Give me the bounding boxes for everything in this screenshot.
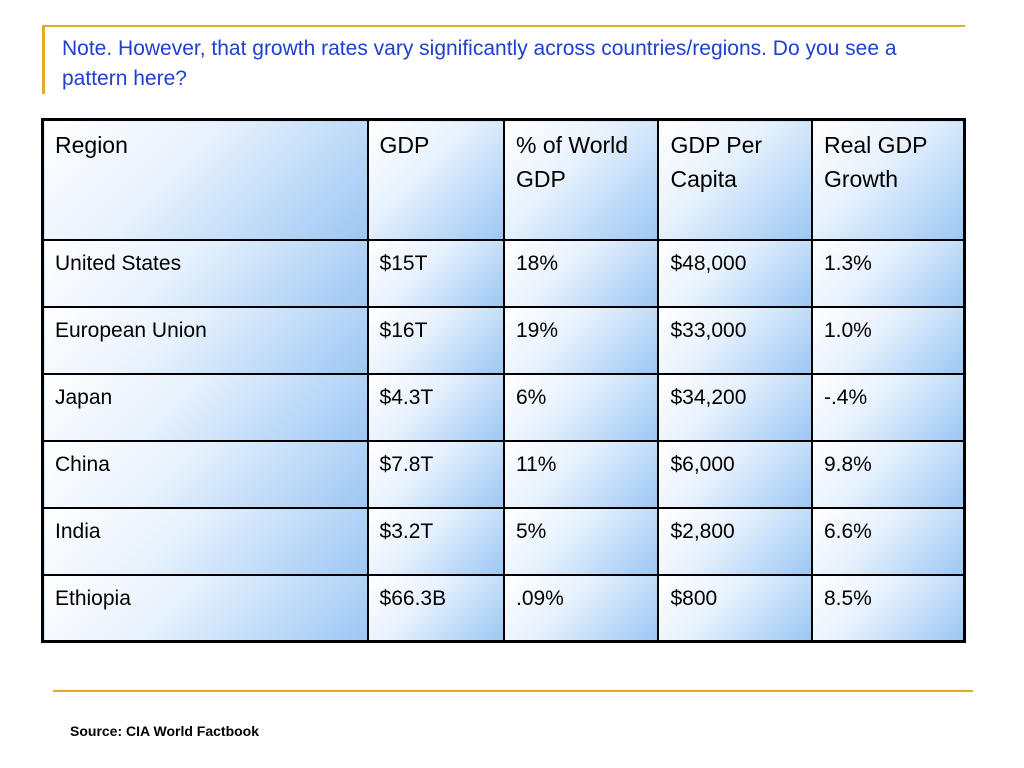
cell-region: European Union — [41, 305, 369, 375]
cell-gdp-per-capita: $6,000 — [657, 439, 813, 509]
cell-gdp: $16T — [366, 305, 505, 375]
cell-real-gdp-growth: 9.8% — [810, 439, 966, 509]
cell-percent-world-gdp: 19% — [502, 305, 660, 375]
header-gdp: GDP — [366, 118, 505, 241]
cell-real-gdp-growth: 6.6% — [810, 506, 966, 576]
header-real-gdp-growth: Real GDP Growth — [810, 118, 966, 241]
header-region: Region — [41, 118, 369, 241]
table-row: Japan $4.3T 6% $34,200 -.4% — [41, 372, 966, 442]
source-citation: Source: CIA World Factbook — [70, 723, 260, 739]
cell-region: India — [41, 506, 369, 576]
table-row: India $3.2T 5% $2,800 6.6% — [41, 506, 966, 576]
header-gdp-per-capita: GDP Per Capita — [657, 118, 813, 241]
cell-percent-world-gdp: 11% — [502, 439, 660, 509]
cell-gdp: $3.2T — [366, 506, 505, 576]
table-header-row: Region GDP % of World GDP GDP Per Capita… — [41, 118, 966, 241]
cell-gdp-per-capita: $33,000 — [657, 305, 813, 375]
cell-region: Japan — [41, 372, 369, 442]
cell-gdp-per-capita: $2,800 — [657, 506, 813, 576]
cell-region: China — [41, 439, 369, 509]
cell-percent-world-gdp: .09% — [502, 573, 660, 643]
accent-rule-top — [42, 25, 965, 27]
cell-real-gdp-growth: 1.3% — [810, 238, 966, 308]
cell-gdp-per-capita: $48,000 — [657, 238, 813, 308]
cell-real-gdp-growth: -.4% — [810, 372, 966, 442]
cell-percent-world-gdp: 5% — [502, 506, 660, 576]
cell-percent-world-gdp: 6% — [502, 372, 660, 442]
cell-gdp-per-capita: $800 — [657, 573, 813, 643]
table-row: United States $15T 18% $48,000 1.3% — [41, 238, 966, 308]
gdp-table: Region GDP % of World GDP GDP Per Capita… — [41, 118, 966, 643]
header-percent-world-gdp: % of World GDP — [502, 118, 660, 241]
cell-percent-world-gdp: 18% — [502, 238, 660, 308]
table-row: China $7.8T 11% $6,000 9.8% — [41, 439, 966, 509]
accent-rule-bottom — [53, 690, 973, 692]
cell-gdp: $7.8T — [366, 439, 505, 509]
cell-region: United States — [41, 238, 369, 308]
cell-gdp-per-capita: $34,200 — [657, 372, 813, 442]
cell-gdp: $4.3T — [366, 372, 505, 442]
accent-rule-left — [42, 26, 45, 94]
cell-real-gdp-growth: 8.5% — [810, 573, 966, 643]
note-text: Note. However, that growth rates vary si… — [62, 37, 897, 90]
cell-gdp: $66.3B — [366, 573, 505, 643]
table-row: Ethiopia $66.3B .09% $800 8.5% — [41, 573, 966, 643]
table-row: European Union $16T 19% $33,000 1.0% — [41, 305, 966, 375]
cell-region: Ethiopia — [41, 573, 369, 643]
cell-gdp: $15T — [366, 238, 505, 308]
cell-real-gdp-growth: 1.0% — [810, 305, 966, 375]
